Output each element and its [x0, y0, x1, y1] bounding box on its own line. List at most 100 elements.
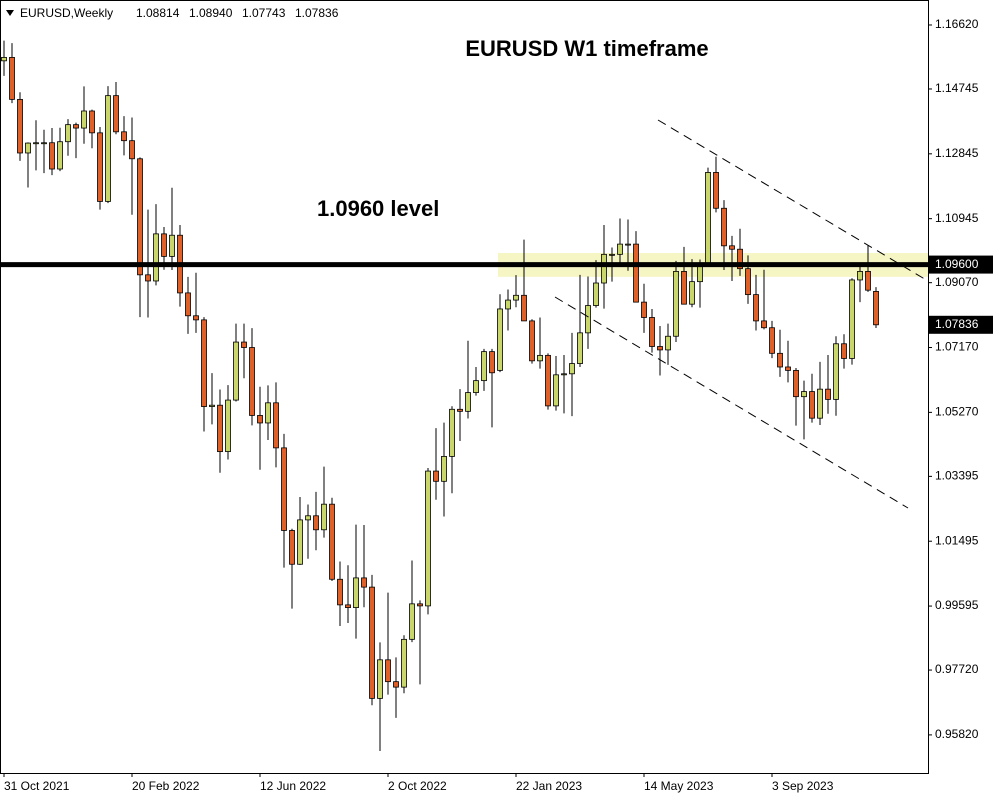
candle-body [113, 95, 119, 133]
candle-body [817, 388, 823, 419]
candle-body [225, 399, 231, 453]
candle-body [417, 603, 423, 607]
candle-body [457, 408, 463, 412]
x-tick-label: 22 Jan 2023 [516, 779, 582, 793]
y-tick-label: 1.03395 [935, 469, 979, 483]
candle-body [425, 470, 431, 607]
candle-body [553, 374, 559, 407]
y-tick-label: 1.14745 [935, 81, 979, 95]
x-tick-label: 31 Oct 2021 [4, 779, 70, 793]
candle-body [681, 271, 687, 305]
y-tick-label: 1.09070 [935, 275, 979, 289]
candle-body [849, 279, 855, 359]
candle-body [345, 604, 351, 609]
candle-body [873, 291, 879, 326]
candle-body [769, 327, 775, 354]
level-tag-label: 1.09600 [935, 257, 979, 271]
header-close: 1.07836 [295, 6, 339, 20]
candle-body [561, 373, 567, 376]
candle-body [33, 142, 39, 145]
price-tag [929, 315, 993, 334]
candle-body [489, 351, 495, 374]
candle-body [521, 294, 527, 322]
candle-body [505, 299, 511, 310]
candle-body [161, 233, 167, 257]
x-tick-label: 20 Feb 2022 [132, 779, 200, 793]
candle-body [649, 317, 655, 347]
candle-body [361, 577, 367, 588]
candle-body [233, 341, 239, 401]
y-tick-label: 1.05270 [935, 405, 979, 419]
candles [1, 40, 879, 751]
candle-body [497, 308, 503, 371]
candle-body [449, 408, 455, 457]
candle-body [17, 98, 23, 154]
candle-body [617, 243, 623, 255]
candle-body [81, 110, 87, 129]
candle-body [25, 142, 31, 154]
candle-body [569, 363, 575, 375]
chart-title: EURUSD W1 timeframe [465, 36, 708, 61]
candle-body [753, 294, 759, 322]
candle-body [777, 352, 783, 368]
candle-body [465, 392, 471, 412]
y-tick-label: 0.97720 [935, 662, 979, 676]
candle-body [65, 124, 71, 143]
candle-body [169, 234, 175, 257]
y-tick-label: 1.16620 [935, 17, 979, 31]
candle-body [97, 132, 103, 202]
candle-body [793, 369, 799, 398]
candle-body [857, 271, 863, 281]
y-tick-label: 0.95820 [935, 727, 979, 741]
candle-body [785, 366, 791, 371]
y-tick-label: 0.99595 [935, 598, 979, 612]
candle-body [377, 659, 383, 699]
trend-line-lower [554, 296, 909, 509]
candle-body [673, 271, 679, 337]
candle-body [601, 253, 607, 284]
candle-body [825, 388, 831, 400]
candle-body [9, 57, 15, 100]
candle-body [841, 343, 847, 359]
candle-body [545, 354, 551, 407]
candle-body [289, 530, 295, 565]
x-tick-label: 14 May 2023 [644, 779, 714, 793]
candle-body [185, 292, 191, 317]
candle-body [313, 515, 319, 531]
candle-body [145, 274, 151, 282]
candle-body [153, 233, 159, 282]
candle-body [49, 142, 55, 170]
x-tick-label: 3 Sep 2023 [772, 779, 834, 793]
candle-body [713, 172, 719, 209]
candle-body [745, 268, 751, 296]
candle-body [721, 207, 727, 247]
candle-body [705, 172, 711, 264]
trend-line-upper [657, 119, 929, 282]
candle-body [353, 577, 359, 609]
candle-body [513, 294, 519, 301]
price-tag-label: 1.07836 [935, 317, 979, 331]
candle-body [593, 282, 599, 306]
x-tick-label: 2 Oct 2022 [388, 779, 447, 793]
candle-body [369, 586, 375, 699]
candle-body [529, 320, 535, 362]
candle-body [409, 603, 415, 640]
x-tick-label: 12 Jun 2022 [260, 779, 326, 793]
candle-body [209, 404, 215, 407]
candle-body [385, 659, 391, 683]
menu-arrow[interactable] [6, 10, 14, 16]
candle-body [441, 456, 447, 482]
y-tick-label: 1.07170 [935, 340, 979, 354]
level-tag [929, 255, 993, 274]
candle-body [577, 332, 583, 364]
candle-body [241, 341, 247, 348]
candle-body [73, 124, 79, 129]
candle-body [337, 578, 343, 606]
candle-body [665, 335, 671, 351]
y-tick-label: 1.12845 [935, 146, 979, 160]
header-open: 1.08814 [136, 6, 180, 20]
candle-body [633, 243, 639, 303]
candle-body [737, 248, 743, 270]
